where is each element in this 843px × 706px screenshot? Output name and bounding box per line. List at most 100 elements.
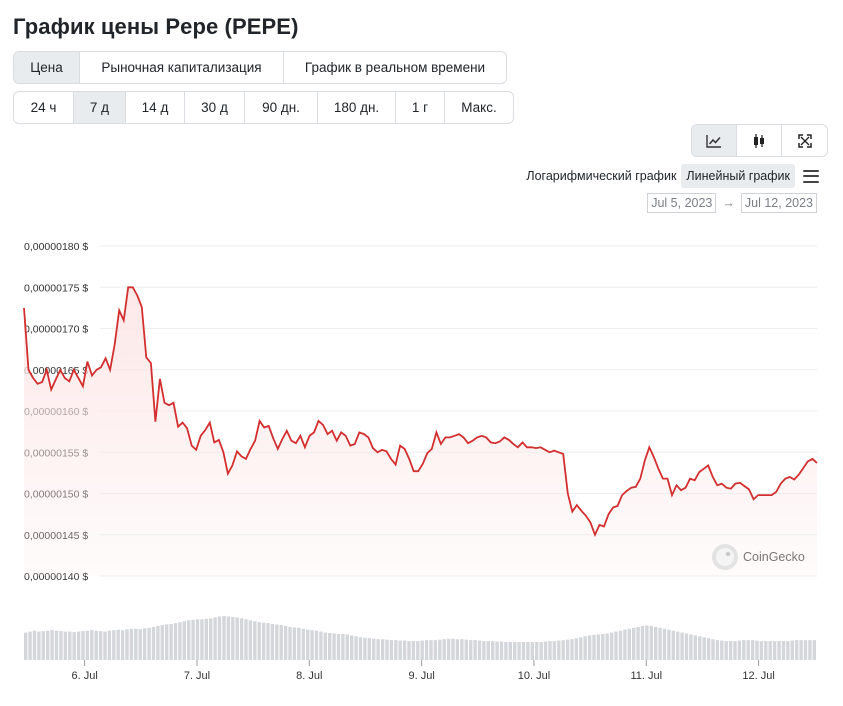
volume-bar [592, 634, 596, 660]
volume-bar [605, 633, 609, 660]
volume-bar [231, 616, 235, 660]
volume-bar [614, 631, 618, 660]
volume-bar [477, 640, 482, 660]
volume-bar [50, 630, 54, 660]
range-90d[interactable]: 90 дн. [245, 92, 318, 123]
volume-bar [178, 622, 182, 660]
volume-bar [363, 637, 367, 660]
range-7d[interactable]: 7 д [74, 92, 126, 123]
volume-bar [552, 641, 557, 660]
tab-live-chart[interactable]: График в реальном времени [304, 60, 486, 75]
volume-bar [424, 640, 429, 660]
line-chart-icon[interactable] [692, 125, 737, 156]
price-line [23, 286, 818, 538]
volume-bar [222, 616, 226, 660]
volume-bar [314, 630, 319, 660]
volume-bar [786, 641, 790, 660]
volume-bar [517, 642, 521, 660]
volume-bar [394, 640, 398, 660]
range-1y[interactable]: 1 г [396, 92, 445, 123]
volume-bar [191, 619, 195, 660]
volume-bar [618, 630, 623, 660]
volume-bar [790, 640, 794, 660]
volume-bar [257, 622, 261, 660]
volume-bar [68, 631, 72, 660]
volume-bar [446, 638, 451, 660]
volume-bar [711, 639, 715, 660]
linear-scale-option[interactable]: Линейный график [681, 164, 795, 188]
tab-market-cap[interactable]: Рыночная капитализация [80, 52, 284, 83]
volume-bar [579, 637, 583, 660]
volume-bar [420, 640, 424, 660]
range-max[interactable]: Макс. [461, 100, 497, 115]
volume-bar [332, 633, 336, 660]
volume-bar [636, 626, 640, 660]
volume-bar [627, 628, 631, 660]
hamburger-menu-icon[interactable] [803, 169, 819, 183]
tab-price[interactable]: Цена [14, 52, 80, 83]
volume-bar [385, 639, 389, 660]
volume-bar [407, 641, 411, 660]
volume-bar [72, 632, 76, 660]
volume-bar [433, 640, 438, 660]
volume-bar [535, 642, 539, 660]
volume-bar [41, 631, 45, 660]
x-tick-label: 9. Jul [408, 670, 434, 682]
volume-bar [565, 639, 570, 660]
volume-bar [275, 624, 279, 660]
volume-bar [165, 624, 169, 660]
chart-mode-toggle [691, 124, 828, 157]
range-180d[interactable]: 180 дн. [318, 92, 396, 123]
volume-bar [270, 624, 275, 660]
volume-bar [737, 640, 742, 660]
volume-bar [698, 636, 702, 660]
volume-bar [354, 636, 358, 660]
log-scale-option[interactable]: Логарифмический график [526, 169, 677, 183]
range-tabs: 24 ч 7 д 14 д 30 д 90 дн. 180 дн. 1 г Ма… [13, 91, 514, 124]
volume-bar [689, 634, 693, 660]
volume-bar [248, 620, 253, 660]
range-14d[interactable]: 14 д [126, 92, 185, 123]
volume-bar [217, 616, 222, 660]
volume-bar [182, 621, 186, 660]
volume-bar [94, 630, 98, 660]
price-chart[interactable]: 0,00000180 $ 0,00000175 $ 0,00000170 $ 0,00… [0, 225, 843, 700]
volume-bar [662, 628, 667, 660]
volume-bar [367, 638, 371, 660]
volume-bar [398, 640, 402, 660]
volume-bar [803, 640, 808, 660]
volume-bar [147, 627, 151, 660]
watermark-label: CoinGecko [743, 550, 805, 564]
volume-bar [32, 630, 37, 660]
volume-bar [319, 631, 323, 660]
range-24h[interactable]: 24 ч [14, 92, 74, 123]
volume-bar [103, 631, 107, 660]
date-from-input[interactable]: Jul 5, 2023 [647, 193, 717, 213]
volume-bar [173, 623, 178, 660]
date-to-input[interactable]: Jul 12, 2023 [740, 193, 817, 213]
volume-bar [54, 630, 59, 660]
volume-bar [244, 619, 248, 660]
volume-bar [720, 640, 724, 660]
volume-bar [81, 631, 85, 660]
volume-bar [438, 639, 442, 660]
candlestick-icon[interactable] [737, 125, 782, 156]
volume-bar [460, 639, 464, 660]
volume-bars [24, 616, 816, 660]
fullscreen-icon[interactable] [782, 125, 827, 156]
volume-bar [301, 628, 305, 660]
volume-bar [764, 641, 768, 660]
range-30d[interactable]: 30 д [185, 92, 245, 123]
volume-bar [491, 641, 495, 660]
y-tick-label: 0,00000175 $ [24, 282, 88, 294]
volume-bar [676, 631, 680, 660]
x-tick-label: 10. Jul [518, 670, 550, 682]
volume-bar [521, 642, 526, 660]
volume-bar [120, 630, 125, 660]
volume-bar [750, 640, 755, 660]
volume-bar [715, 640, 720, 660]
volume-bar [508, 642, 512, 660]
volume-bar [46, 630, 50, 660]
volume-bar [557, 640, 561, 660]
volume-bar [266, 623, 270, 660]
